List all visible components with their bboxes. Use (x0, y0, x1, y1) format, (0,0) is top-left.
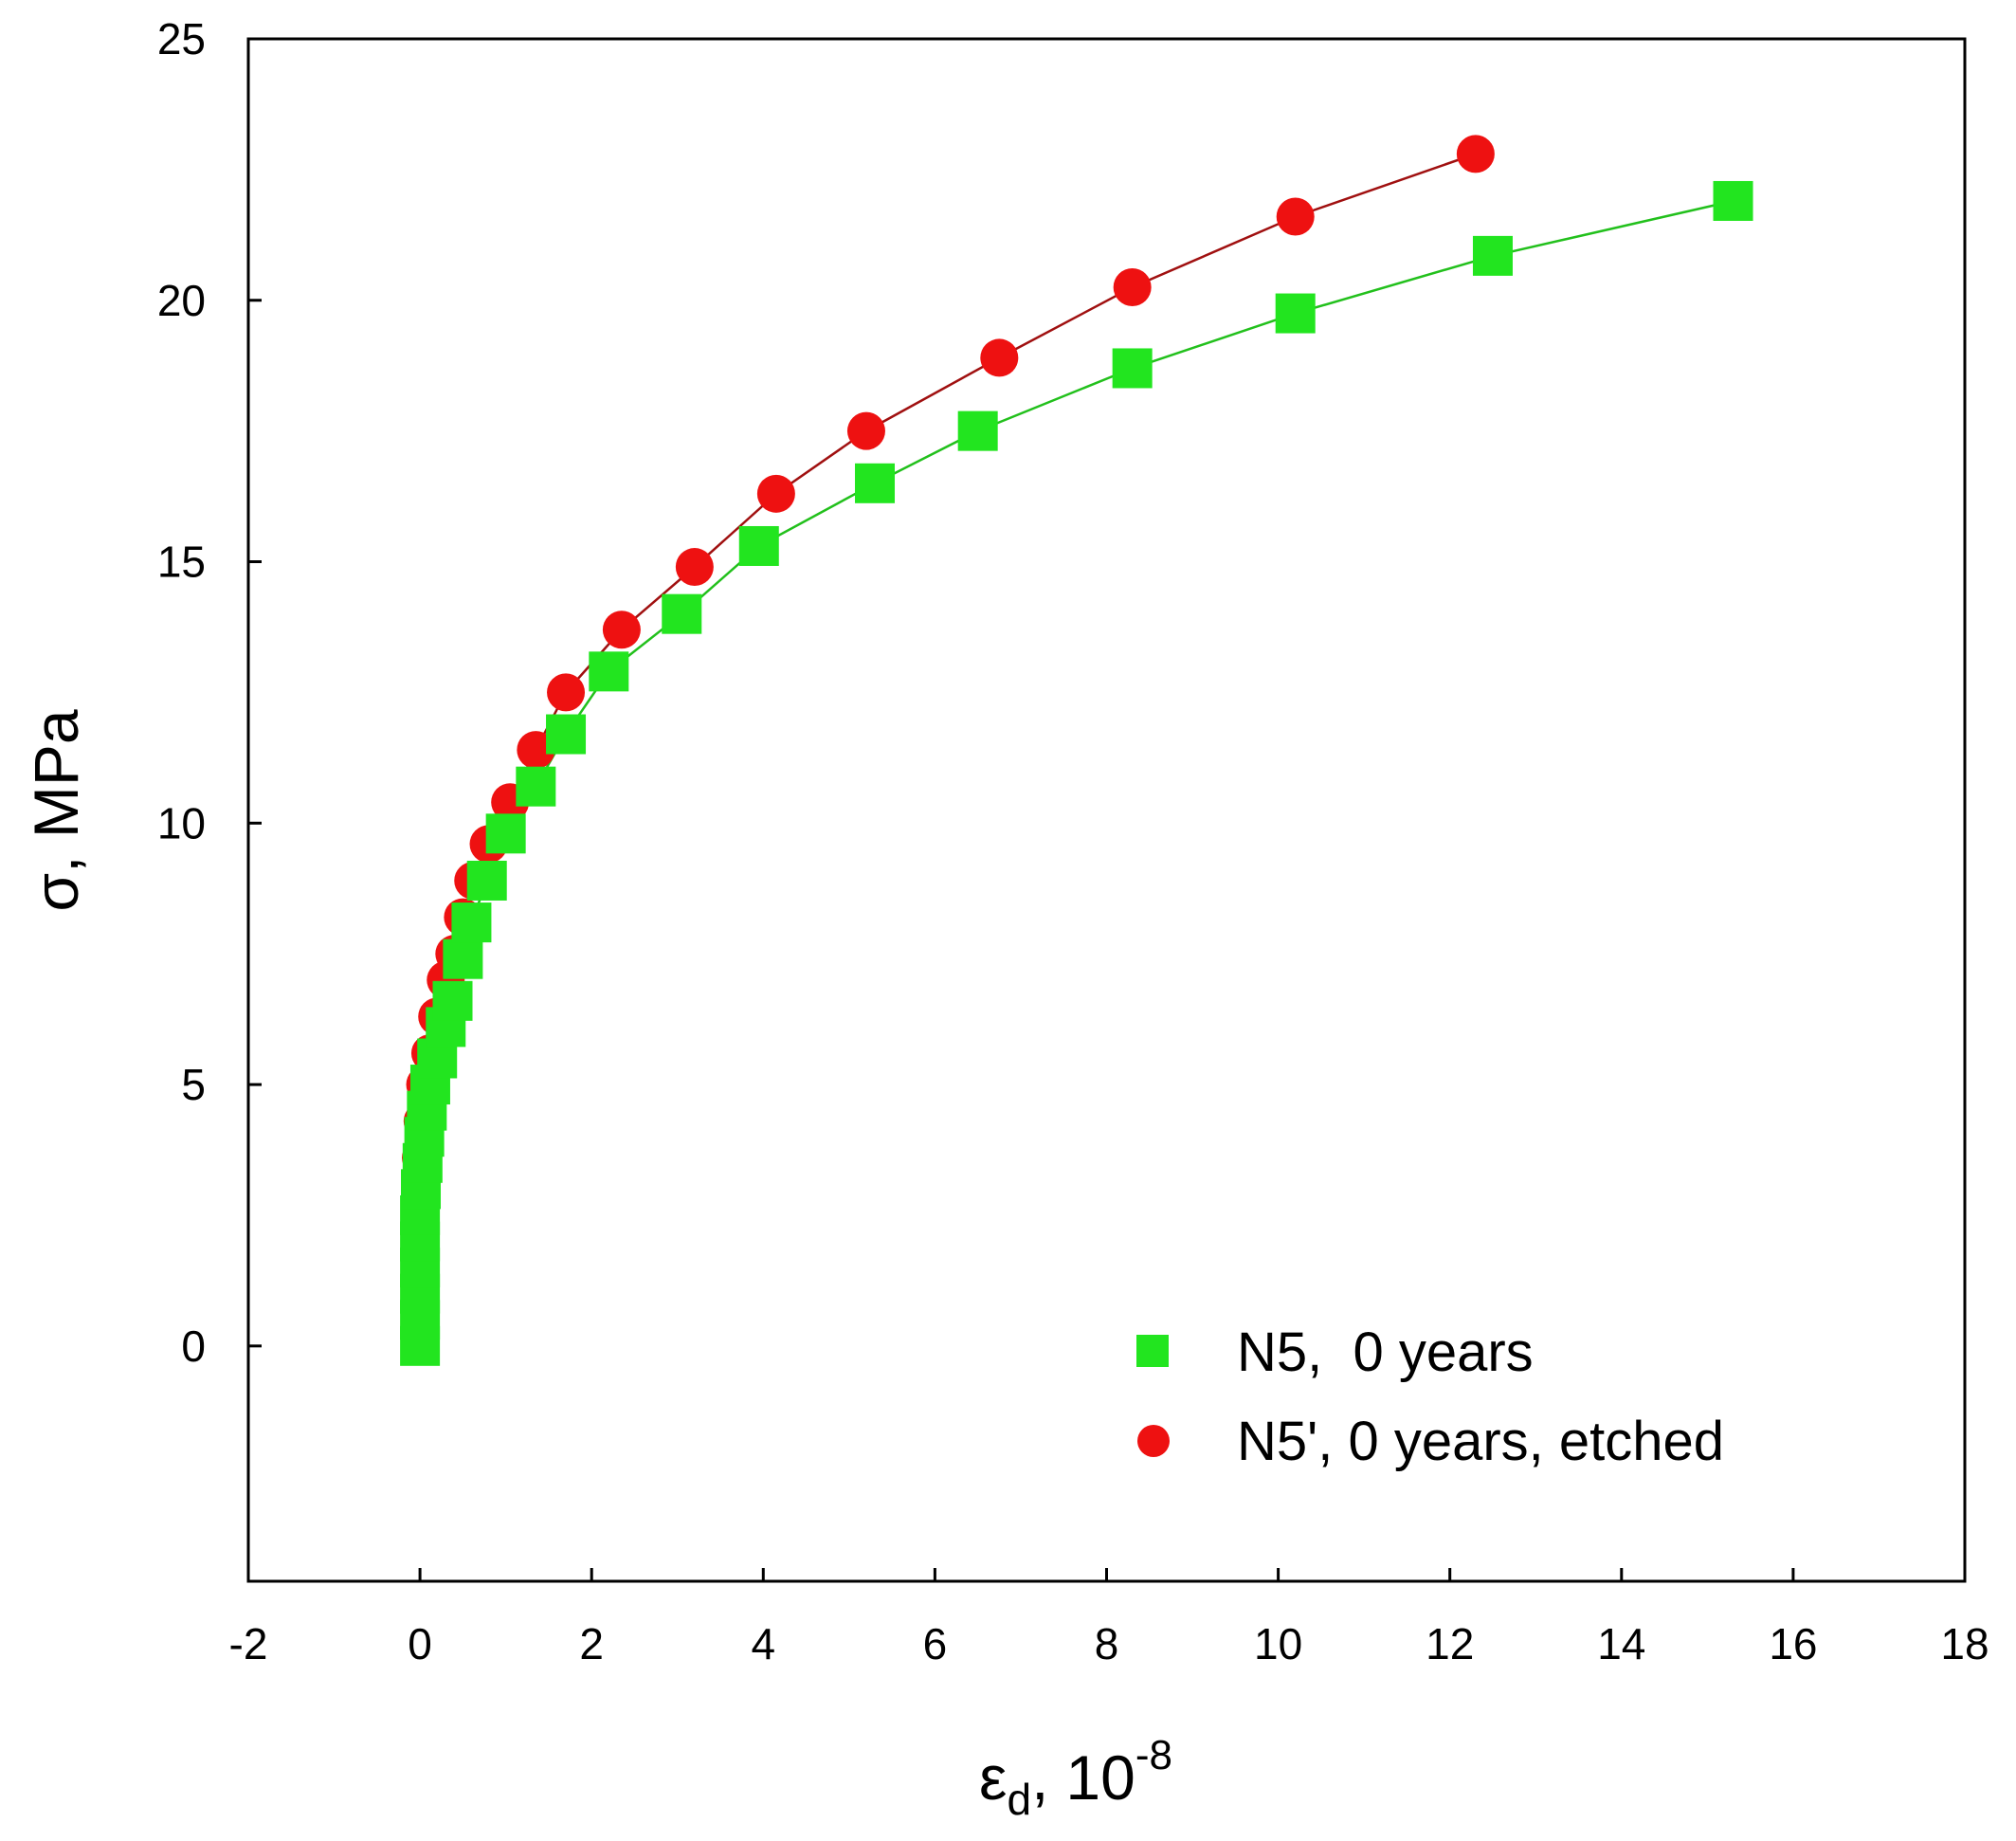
data-point-square (855, 463, 896, 503)
data-point-circle (602, 611, 641, 649)
x-axis-title-base: 10 (1065, 1742, 1135, 1813)
x-axis-title-subscript: d (1007, 1775, 1031, 1824)
x-axis-title-comma: , (1031, 1742, 1048, 1813)
x-axis-title-symbol: ε (979, 1742, 1007, 1813)
axis-ticks: -2 0 2 4 6 8 10 12 14 16 18 0 5 10 15 20 25 (157, 14, 1989, 1668)
legend-marker-circle (1137, 1425, 1170, 1457)
x-tick-label: 6 (923, 1619, 948, 1668)
data-point-circle (1456, 135, 1495, 173)
data-point-square (662, 593, 702, 634)
data-point-square (1713, 180, 1753, 221)
data-point-square (432, 980, 473, 1021)
y-tick-label: 10 (157, 798, 206, 848)
data-point-square (485, 813, 526, 854)
x-axis-title-exponent: -8 (1135, 1732, 1172, 1778)
x-tick-label: 18 (1940, 1619, 1989, 1668)
y-tick-label: 0 (181, 1322, 206, 1371)
data-point-square (1472, 235, 1513, 276)
data-point-square (443, 939, 483, 979)
legend-label-n5: N5, 0 years (1237, 1322, 1534, 1383)
data-point-circle (846, 411, 885, 450)
x-tick-label: 16 (1769, 1619, 1817, 1668)
x-tick-label: 4 (752, 1619, 776, 1668)
data-point-square (516, 766, 556, 807)
data-point-circle (980, 338, 1019, 377)
x-tick-label: 0 (408, 1619, 432, 1668)
y-axis-title: σ, MPa (21, 709, 91, 911)
y-tick-label: 25 (157, 14, 206, 64)
data-point-square (1112, 348, 1153, 389)
data-point-circle (547, 673, 586, 712)
x-tick-label: -2 (229, 1619, 268, 1668)
data-point-square (546, 714, 587, 755)
data-point-square (451, 902, 492, 943)
legend-marker-square (1136, 1335, 1169, 1367)
data-point-circle (675, 548, 714, 587)
x-axis-title: εd, 10-8 (979, 1732, 1172, 1824)
x-tick-label: 14 (1597, 1619, 1645, 1668)
x-tick-label: 10 (1254, 1619, 1302, 1668)
data-point-square (957, 410, 998, 451)
x-tick-label: 2 (579, 1619, 604, 1668)
y-tick-label: 15 (157, 538, 206, 587)
data-point-square (466, 860, 507, 901)
data-point-square (738, 525, 779, 566)
legend: N5, 0 years N5', 0 years, etched (1136, 1322, 1724, 1472)
legend-label-n5-etched: N5', 0 years, etched (1237, 1411, 1724, 1472)
x-tick-label: 12 (1426, 1619, 1474, 1668)
data-point-square (589, 651, 629, 692)
x-tick-label: 8 (1095, 1619, 1119, 1668)
series-markers (400, 135, 1753, 1366)
data-point-circle (1276, 197, 1315, 236)
y-tick-label: 5 (181, 1060, 206, 1109)
data-point-circle (756, 474, 795, 513)
data-point-circle (1113, 267, 1152, 306)
data-point-circle (517, 731, 555, 770)
y-tick-label: 20 (157, 276, 206, 325)
data-point-square (1275, 293, 1316, 334)
